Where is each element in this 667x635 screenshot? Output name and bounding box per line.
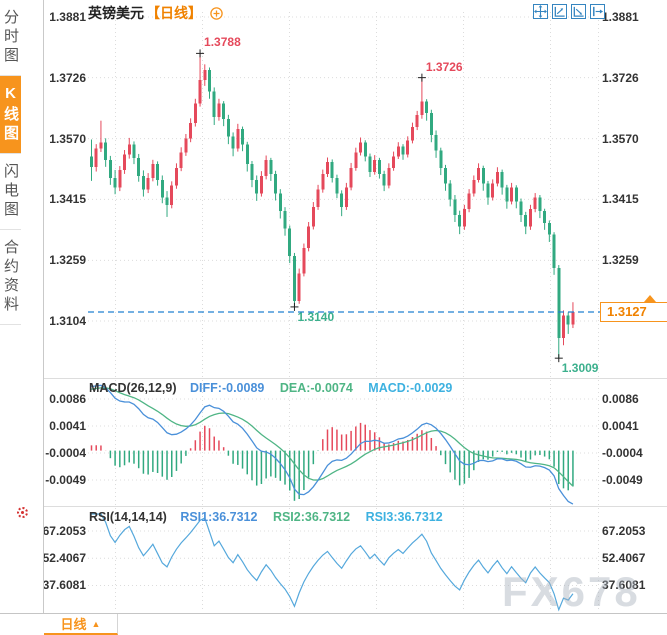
period-tag: 【日线】 — [146, 5, 202, 21]
current-price-tag: 1.3127 — [600, 302, 667, 322]
low-price-annotation: 1.3009 — [561, 361, 599, 376]
chart-toolbar — [533, 4, 605, 19]
chart-canvas[interactable] — [0, 0, 667, 613]
macd-params: MACD(26,12,9) — [89, 381, 177, 395]
sidebar-item-selected[interactable]: K线图 — [0, 76, 21, 154]
sidebar-item-item[interactable]: 分时图 — [0, 0, 21, 76]
macd-diff-value: DIFF:-0.0089 — [190, 381, 265, 395]
rsi-params: RSI(14,14,14) — [89, 510, 167, 524]
sidebar-item-item[interactable]: 闪电图 — [0, 154, 21, 230]
chart-title: 英镑美元 【日线】 — [88, 3, 223, 23]
indicator-settings-icon[interactable] — [17, 507, 28, 518]
sidebar-item-item[interactable]: 合约资料 — [0, 230, 21, 325]
low-price-annotation: 1.3140 — [297, 309, 335, 324]
period-label: 日线 — [60, 617, 87, 632]
bottom-bar: 日线 ▲ — [0, 613, 667, 635]
move-icon[interactable] — [533, 4, 548, 19]
period-selector[interactable]: 日线 ▲ — [44, 614, 118, 635]
zoom-in-icon[interactable] — [552, 4, 567, 19]
sidebar: 分时图 K线图 闪电图 合约资料 — [0, 0, 44, 613]
symbol-name: 英镑美元 — [88, 5, 144, 21]
zoom-out-icon[interactable] — [571, 4, 586, 19]
price-up-arrow-icon — [644, 295, 656, 302]
add-indicator-icon[interactable] — [210, 7, 223, 23]
high-price-annotation: 1.3726 — [425, 59, 463, 74]
pan-right-icon[interactable] — [590, 4, 605, 19]
rsi2-value: RSI2:36.7312 — [272, 510, 351, 524]
rsi3-value: RSI3:36.7312 — [365, 510, 443, 524]
macd-header: MACD(26,12,9) DIFF:-0.0089 DEA:-0.0074 M… — [89, 381, 452, 395]
high-price-annotation: 1.3788 — [204, 35, 241, 50]
chevron-up-icon: ▲ — [91, 618, 101, 629]
macd-macd-value: MACD:-0.0029 — [368, 381, 453, 395]
rsi1-value: RSI1:36.7312 — [180, 510, 258, 524]
rsi-header: RSI(14,14,14) RSI1:36.7312 RSI2:36.7312 … — [89, 510, 443, 524]
macd-dea-value: DEA:-0.0074 — [279, 381, 353, 395]
